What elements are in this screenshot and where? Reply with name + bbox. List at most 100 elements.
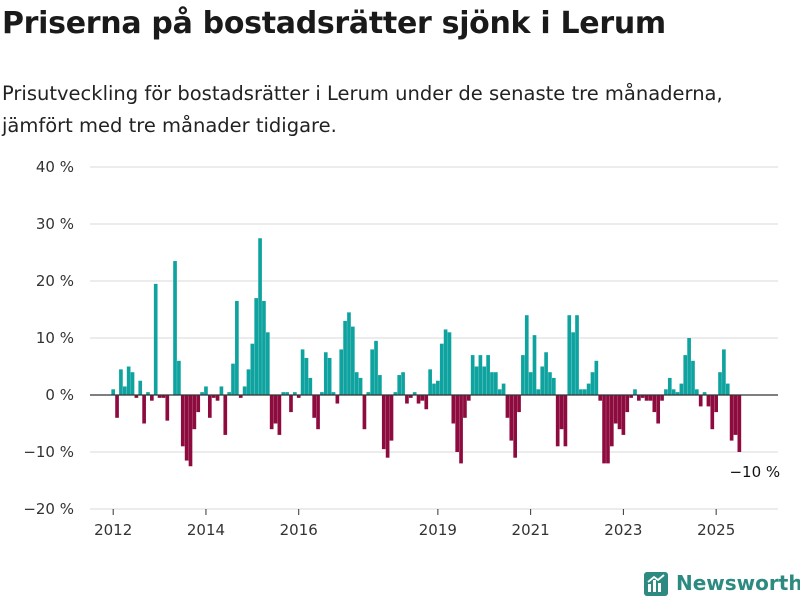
bar	[161, 395, 166, 398]
bar	[501, 383, 506, 395]
bar	[729, 395, 734, 441]
bars	[111, 238, 742, 467]
bar	[602, 395, 606, 464]
bar	[401, 372, 405, 395]
bar	[439, 343, 444, 395]
bar	[683, 355, 688, 395]
bar	[273, 395, 278, 424]
bar	[119, 369, 123, 395]
bar	[412, 392, 417, 395]
bar	[737, 395, 742, 452]
bar	[563, 395, 568, 447]
bar	[463, 395, 467, 418]
y-tick-label: 10 %	[36, 329, 74, 347]
bar	[242, 386, 247, 395]
bar	[358, 377, 363, 395]
bar	[667, 377, 672, 395]
y-axis-ticks: 40 % 30 % 20 % 10 % 0 % −10 % −20 %	[23, 158, 74, 518]
bar	[316, 395, 320, 430]
bar	[115, 395, 119, 418]
bar	[625, 395, 630, 413]
bar	[660, 395, 664, 401]
annotations: −10 %	[729, 463, 780, 481]
bar	[513, 395, 518, 458]
bar	[494, 372, 498, 395]
bar	[296, 395, 301, 398]
bar	[478, 355, 483, 395]
bar	[648, 395, 653, 401]
bar	[378, 375, 382, 395]
bar	[184, 395, 189, 461]
x-tick-label: 2025	[697, 521, 735, 539]
bar	[389, 395, 394, 441]
bar	[706, 395, 711, 407]
brand-name: Newsworthy	[676, 571, 800, 595]
bar	[408, 395, 413, 398]
x-tick-label: 2019	[419, 521, 457, 539]
bar	[609, 395, 614, 447]
bar	[192, 395, 197, 430]
bar	[223, 395, 228, 435]
bar	[675, 392, 680, 395]
bar	[219, 386, 224, 395]
bar	[532, 335, 537, 395]
bar	[405, 395, 409, 404]
bar	[130, 372, 135, 395]
bar	[238, 395, 243, 398]
bar	[521, 355, 525, 395]
bar	[687, 338, 691, 395]
bar	[146, 392, 150, 395]
y-tick-label: 30 %	[36, 215, 74, 233]
bar	[497, 389, 502, 395]
bar	[354, 372, 359, 395]
bar	[540, 366, 545, 395]
bar	[644, 395, 649, 401]
bar	[694, 389, 699, 395]
bar	[165, 395, 170, 421]
bar	[544, 352, 548, 395]
bar	[629, 395, 633, 398]
bar	[722, 349, 726, 395]
bar	[424, 395, 429, 410]
bar	[470, 355, 475, 395]
bar	[613, 395, 618, 424]
bar	[606, 395, 610, 464]
bar	[246, 369, 251, 395]
bar	[428, 369, 432, 395]
bar	[633, 389, 637, 395]
x-tick-label: 2012	[94, 521, 132, 539]
bar	[281, 392, 286, 395]
bar	[637, 395, 641, 401]
bar	[443, 329, 448, 395]
bar	[733, 395, 738, 435]
brand-logo[interactable]: Newsworthy	[644, 568, 800, 598]
bar	[277, 395, 282, 435]
bar	[385, 395, 390, 458]
x-tick-label: 2023	[604, 521, 642, 539]
bar	[698, 395, 703, 407]
bar	[528, 372, 533, 395]
bar	[157, 395, 162, 398]
y-tick-label: −10 %	[23, 443, 74, 461]
x-tick-label: 2021	[512, 521, 550, 539]
bar	[134, 395, 139, 398]
bar	[555, 395, 560, 447]
bar	[200, 392, 204, 395]
bar	[331, 392, 336, 395]
bar	[718, 372, 722, 395]
bar	[455, 395, 460, 452]
bar	[559, 395, 564, 430]
bar	[215, 395, 220, 401]
bar	[126, 366, 131, 395]
bar	[265, 332, 270, 395]
bar	[204, 386, 208, 395]
gridlines	[90, 166, 778, 510]
chart-subtitle: Prisutveckling för bostadsrätter i Lerum…	[2, 82, 723, 137]
bar	[262, 300, 266, 395]
x-tick-label: 2016	[280, 521, 318, 539]
bar	[505, 395, 510, 418]
bar	[586, 383, 591, 395]
bar	[308, 377, 313, 395]
bar	[370, 349, 374, 395]
